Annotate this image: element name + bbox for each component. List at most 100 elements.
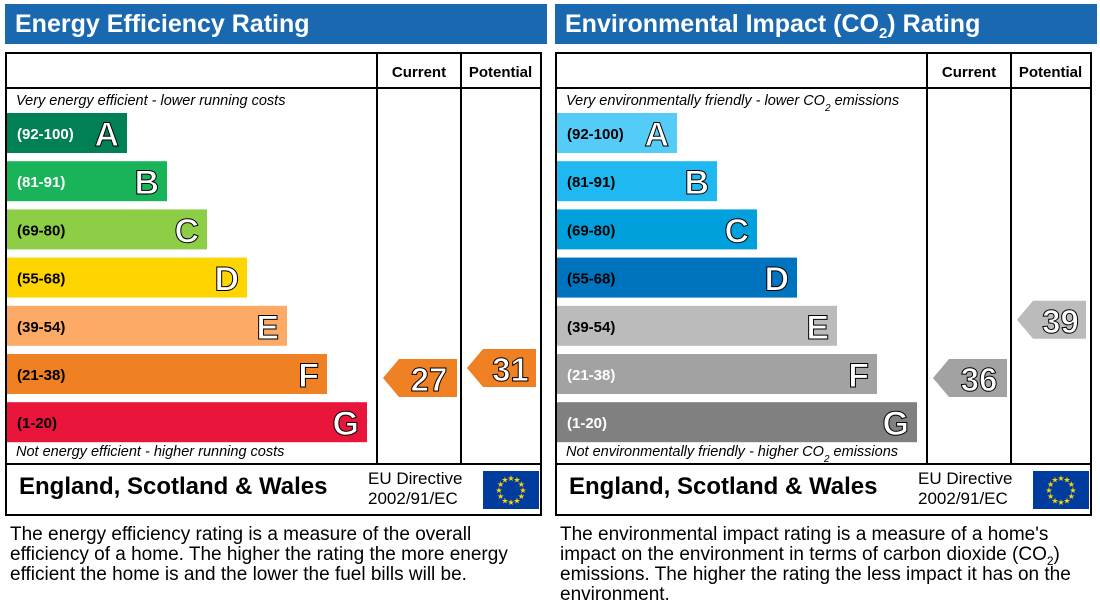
band-c-range: (69-80) [567,222,615,239]
eu-flag-star: ★ [495,486,502,495]
band-g-bar [557,402,917,443]
eu-flag-star: ★ [1057,474,1064,483]
band-a-range: (92-100) [17,126,74,143]
directive-line-2: 2002/91/EC [368,489,458,508]
eu-flag-star: ★ [1047,480,1054,489]
band-e-range: (39-54) [17,319,65,336]
potential-rating-value: 39 [1042,303,1079,340]
eu-flag-star: ★ [501,496,508,505]
band-a-letter: A [94,116,119,154]
current-column-header: Current [942,64,996,81]
region-label: England, Scotland & Wales [19,473,327,500]
band-c-letter: C [724,212,749,250]
band-g-range: (1-20) [17,415,57,432]
band-f-letter: F [298,357,319,395]
environmental-impact-panel: Environmental Impact (CO2) Rating Curren… [555,4,1097,612]
potential-rating-arrow [1017,300,1086,339]
current-rating-value: 36 [961,361,998,398]
current-rating-arrow [383,359,457,397]
band-b-bar [557,161,717,202]
top-note: Very energy efficient - lower running co… [16,93,285,109]
eu-flag-icon: ★★★★★★★★★★★★ [1033,471,1089,509]
eu-flag-star: ★ [1045,486,1052,495]
environmental-impact-chart: Current Potential Very environmentally fri… [555,52,1092,516]
eu-flag-star: ★ [1068,480,1075,489]
environmental-impact-svg: Current Potential Very environmentally fri… [557,54,1090,509]
top-note: Very environmentally friendly - lower CO… [566,93,899,114]
energy-efficiency-description: The energy efficiency rating is a measur… [10,524,508,585]
band-e-bar [557,305,837,346]
bottom-note: Not environmentally friendly - higher CO… [566,444,898,465]
eu-flag-star: ★ [497,480,504,489]
band-f-range: (21-38) [17,367,65,384]
directive-line-1: EU Directive [918,469,1012,488]
band-e-range: (39-54) [567,319,615,336]
potential-rating-arrow [467,349,536,387]
band-c-range: (69-80) [17,222,65,239]
directive-line-2: 2002/91/EC [918,489,1008,508]
eu-flag-star: ★ [519,486,526,495]
band-b-letter: B [684,164,709,202]
band-a-range: (92-100) [567,126,624,143]
eu-flag-star: ★ [507,498,514,507]
current-column-header: Current [392,64,446,81]
band-d-bar [7,257,247,298]
eu-flag-star: ★ [1068,492,1075,501]
band-d-letter: D [214,261,239,299]
band-f-bar [557,354,877,394]
band-c-letter: C [174,212,199,250]
bottom-note: Not energy efficient - higher running co… [16,444,284,460]
eu-flag-background [1033,471,1089,509]
eu-flag-star: ★ [497,492,504,501]
potential-rating-value: 31 [492,351,529,388]
eu-flag-star: ★ [1051,476,1058,485]
directive-line-1: EU Directive [368,469,462,488]
potential-column-header: Potential [1019,64,1082,81]
eu-flag-star: ★ [518,480,525,489]
eu-flag-icon: ★★★★★★★★★★★★ [483,471,539,509]
band-b-range: (81-91) [17,174,65,191]
environmental-impact-title: Environmental Impact (CO2) Rating [555,4,1097,44]
band-e-letter: E [806,309,829,347]
potential-column-header: Potential [469,64,532,81]
band-d-range: (55-68) [17,271,65,288]
eu-flag-star: ★ [1063,476,1070,485]
band-g-bar [7,402,367,443]
band-b-bar [7,161,167,202]
band-g-range: (1-20) [567,415,607,432]
eu-flag-star: ★ [1069,486,1076,495]
band-a-bar [557,113,677,153]
band-b-range: (81-91) [567,174,615,191]
energy-efficiency-title: Energy Efficiency Rating [5,4,547,44]
band-f-bar [7,354,327,394]
band-f-range: (21-38) [567,367,615,384]
energy-efficiency-panel: Energy Efficiency Rating Current Potentia… [5,4,547,612]
current-rating-value: 27 [411,361,448,398]
band-g-letter: G [333,405,359,443]
region-label: England, Scotland & Wales [569,473,877,500]
band-e-bar [7,305,287,346]
environmental-impact-description: The environmental impact rating is a mea… [560,524,1071,605]
eu-flag-background [483,471,539,509]
band-a-bar [7,113,127,153]
eu-flag-star: ★ [513,476,520,485]
eu-flag-star: ★ [518,492,525,501]
eu-flag-star: ★ [1047,492,1054,501]
current-rating-arrow [933,359,1007,397]
band-d-letter: D [764,261,789,299]
eu-flag-star: ★ [1051,496,1058,505]
band-a-letter: A [644,116,669,154]
energy-efficiency-chart: Current Potential Very energy efficient - … [5,52,542,516]
band-d-range: (55-68) [567,271,615,288]
band-g-letter: G [883,405,909,443]
band-b-letter: B [134,164,159,202]
eu-flag-star: ★ [501,476,508,485]
energy-efficiency-svg: Current Potential Very energy efficient - … [7,54,540,509]
band-e-letter: E [256,309,279,347]
band-d-bar [557,257,797,298]
eu-flag-star: ★ [1063,496,1070,505]
band-c-bar [557,209,757,250]
band-f-letter: F [848,357,869,395]
band-c-bar [7,209,207,250]
eu-flag-star: ★ [513,496,520,505]
